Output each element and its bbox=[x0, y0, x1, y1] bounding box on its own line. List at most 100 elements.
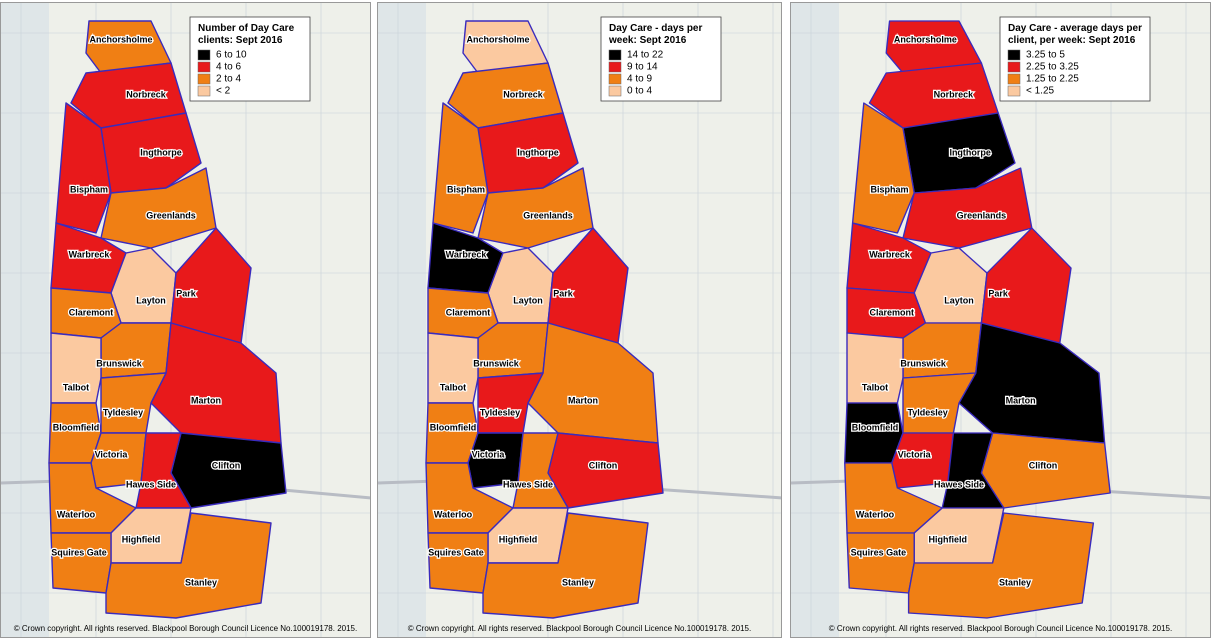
legend-item: 1.25 to 2.25 bbox=[1026, 74, 1079, 85]
ward-label: Clifton bbox=[1029, 460, 1058, 470]
ward-label: Layton bbox=[944, 295, 974, 305]
ward-label: Bloomfield bbox=[430, 422, 477, 432]
ward-label: Stanley bbox=[562, 577, 594, 587]
ward-label: Norbreck bbox=[503, 89, 544, 99]
ward-label: Ingthorpe bbox=[140, 147, 182, 157]
ward-label: Bispham bbox=[447, 184, 485, 194]
ward-label: Norbreck bbox=[934, 89, 975, 99]
legend-swatch bbox=[608, 85, 622, 97]
ward-label: Brunswick bbox=[900, 358, 947, 368]
ward-area bbox=[846, 532, 915, 594]
legend-swatch bbox=[197, 49, 211, 61]
ward-label: Waterloo bbox=[856, 509, 895, 519]
ward-label: Park bbox=[176, 288, 197, 298]
legend-title: Day Care - days per bbox=[609, 23, 702, 34]
legend-swatch bbox=[608, 61, 622, 73]
ward-area bbox=[100, 372, 167, 434]
map: Anchorsholme Norbreck Ingthorpe Bispham Gree… bbox=[791, 3, 1210, 637]
legend-item: < 2 bbox=[216, 86, 231, 97]
ward-label: Squires Gate bbox=[51, 547, 107, 557]
legend-title: Day Care - average days per bbox=[1008, 23, 1142, 34]
ward-area bbox=[980, 227, 1072, 344]
legend-swatch bbox=[197, 61, 211, 73]
ward-label: Talbot bbox=[862, 382, 888, 392]
ward-area bbox=[547, 432, 664, 509]
ward-area bbox=[958, 322, 1106, 444]
copyright: © Crown copyright. All rights reserved. … bbox=[408, 624, 751, 633]
ward-label: Bloomfield bbox=[53, 422, 100, 432]
ward-label: Stanley bbox=[185, 577, 217, 587]
ward-label: Clifton bbox=[589, 460, 618, 470]
legend-swatch bbox=[1007, 49, 1021, 61]
wards bbox=[425, 20, 664, 619]
ward-label: Bispham bbox=[70, 184, 108, 194]
ward-label: Marton bbox=[568, 395, 598, 405]
ward-label: Brunswick bbox=[96, 358, 143, 368]
legend-swatch bbox=[1007, 73, 1021, 85]
ward-label: Ingthorpe bbox=[949, 147, 991, 157]
legend-box bbox=[999, 16, 1151, 102]
ward-label: Hawes Side bbox=[503, 479, 553, 489]
legend-title: client, per week: Sept 2016 bbox=[1008, 35, 1136, 46]
ward-label: Talbot bbox=[63, 382, 89, 392]
sea bbox=[378, 3, 426, 637]
ward-label: Ingthorpe bbox=[517, 147, 559, 157]
legend-swatch bbox=[1007, 61, 1021, 73]
legend-swatch bbox=[197, 73, 211, 85]
legend-title: week: Sept 2016 bbox=[608, 35, 687, 46]
legend-item: 4 to 9 bbox=[627, 74, 652, 85]
ward-label: Clifton bbox=[212, 460, 241, 470]
ward-area bbox=[150, 322, 282, 444]
wards bbox=[844, 20, 1111, 619]
ward-label: Park bbox=[988, 288, 1009, 298]
ward-label: Layton bbox=[513, 295, 543, 305]
ward-area bbox=[50, 532, 112, 594]
ward-label: Greenlands bbox=[146, 210, 196, 220]
ward-area bbox=[105, 512, 272, 619]
ward-label: Marton bbox=[1006, 395, 1036, 405]
ward-area bbox=[50, 332, 102, 404]
ward-area bbox=[846, 332, 904, 404]
legend-swatch bbox=[197, 85, 211, 97]
ward-area bbox=[477, 372, 544, 434]
ward-label: Victoria bbox=[898, 449, 932, 459]
ward-label: Tyldesley bbox=[480, 407, 520, 417]
ward-area bbox=[851, 102, 915, 234]
ward-label: Highfield bbox=[122, 534, 161, 544]
wards bbox=[48, 20, 287, 619]
ward-label: Anchorsholme bbox=[894, 34, 957, 44]
ward-label: Claremont bbox=[69, 307, 114, 317]
legend-item: 0 to 4 bbox=[627, 86, 652, 97]
ward-area bbox=[100, 322, 172, 379]
ward-label: Victoria bbox=[472, 449, 506, 459]
ward-label: Warbreck bbox=[446, 249, 488, 259]
ward-area bbox=[482, 512, 649, 619]
ward-area bbox=[170, 432, 287, 509]
ward-area bbox=[844, 402, 904, 464]
ward-area bbox=[432, 102, 489, 234]
ward-label: Norbreck bbox=[126, 89, 167, 99]
copyright: © Crown copyright. All rights reserved. … bbox=[14, 624, 357, 633]
copyright: © Crown copyright. All rights reserved. … bbox=[829, 624, 1172, 633]
legend-swatch bbox=[608, 73, 622, 85]
ward-label: Talbot bbox=[440, 382, 466, 392]
map: Anchorsholme Norbreck Ingthorpe Bispham Gree… bbox=[378, 3, 781, 637]
ward-label: Highfield bbox=[929, 534, 968, 544]
legend-item: 6 to 10 bbox=[216, 50, 247, 61]
legend-item: < 1.25 bbox=[1026, 86, 1055, 97]
ward-area bbox=[425, 402, 479, 464]
map-panel: Anchorsholme Norbreck Ingthorpe Bispham Gree… bbox=[790, 2, 1211, 638]
ward-label: Hawes Side bbox=[934, 479, 984, 489]
ward-label: Greenlands bbox=[523, 210, 573, 220]
ward-label: Stanley bbox=[999, 577, 1031, 587]
ward-label: Squires Gate bbox=[851, 547, 907, 557]
ward-label: Anchorsholme bbox=[466, 34, 529, 44]
legend-swatch bbox=[1007, 85, 1021, 97]
legend-item: 2 to 4 bbox=[216, 74, 241, 85]
legend-item: 3.25 to 5 bbox=[1026, 50, 1065, 61]
ward-area bbox=[477, 322, 549, 379]
map-panel: Anchorsholme Norbreck Ingthorpe Bispham Gree… bbox=[0, 2, 371, 638]
ward-label: Warbreck bbox=[869, 249, 911, 259]
legend-item: 14 to 22 bbox=[627, 50, 664, 61]
